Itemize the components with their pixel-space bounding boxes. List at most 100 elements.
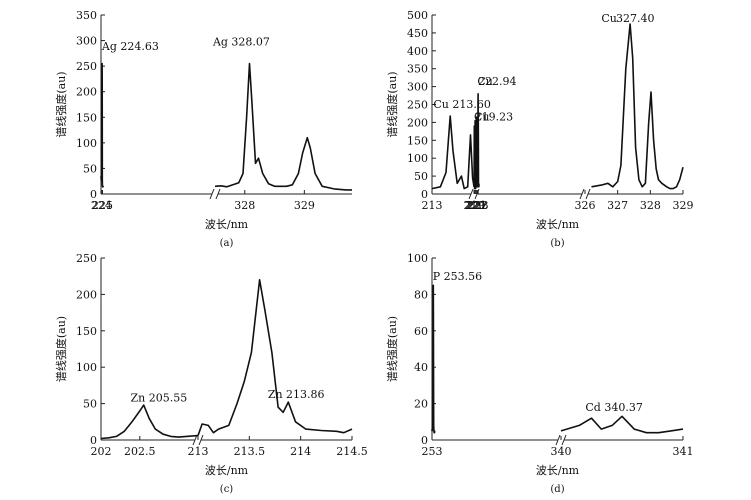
y-tick-label: 500 [407, 9, 428, 22]
y-tick-label: 50 [83, 162, 97, 175]
y-tick-label: 40 [414, 361, 428, 374]
panel-label: (d) [550, 484, 564, 495]
y-tick-label: 20 [414, 398, 428, 411]
spectrum-line-2 [473, 93, 480, 190]
x-tick-label: 221 [466, 199, 487, 212]
y-tick-label: 250 [76, 60, 97, 73]
y-tick-label: 150 [76, 111, 97, 124]
y-tick-label: 200 [76, 86, 97, 99]
y-tick-label: 350 [407, 63, 428, 76]
y-tick-label: 100 [407, 152, 428, 165]
y-axis-label: 谱线强度(au) [54, 316, 68, 382]
y-tick-label: 100 [407, 252, 428, 265]
x-tick-label: 225 [92, 199, 113, 212]
axis-break-mark [579, 188, 585, 200]
x-tick-label: 213 [422, 199, 443, 212]
y-tick-label: 150 [407, 134, 428, 147]
chart-panel-3: 0 50 100 150 200 250 202 202.5 213 213.5 214 214.5 Z… [54, 252, 368, 495]
peak-label: Cd 340.37 [585, 401, 642, 414]
y-tick-label: 150 [76, 325, 97, 338]
peak-label: 327.40 [616, 12, 655, 25]
axis-break-mark [192, 434, 198, 446]
axis-break-mark [585, 188, 591, 200]
spectrum-line-1 [431, 284, 436, 434]
y-tick-label: 0 [421, 188, 428, 201]
chart-panel-4: 0 20 40 60 80 100 253 340 341 P 253.56 Cd 340.37 波长… [385, 252, 694, 495]
peak-label: Cu [477, 75, 493, 88]
x-axis-label: 波长/nm [205, 464, 249, 477]
spectrum-line-2 [214, 62, 352, 191]
x-tick-label: 219 [464, 199, 485, 212]
y-tick-label: 200 [76, 288, 97, 301]
x-tick-label: 329 [673, 199, 694, 212]
y-tick-label: 450 [407, 27, 428, 40]
x-tick-label: 327 [607, 199, 628, 212]
axis-break-mark [198, 434, 204, 446]
x-tick-label: 202.5 [124, 445, 156, 458]
y-tick-label: 100 [76, 361, 97, 374]
spectrum-line-1 [100, 404, 199, 440]
y-axis-label: 谱线强度(au) [385, 316, 399, 382]
axis-break-mark [209, 188, 215, 200]
y-tick-label: 350 [76, 9, 97, 22]
x-tick-label: 328 [640, 199, 661, 212]
panel-label: (a) [220, 238, 234, 249]
y-tick-label: 400 [407, 45, 428, 58]
peak-label: 219.23 [475, 111, 514, 124]
spectrum-line-3 [591, 23, 684, 190]
x-axis-label: 波长/nm [205, 218, 249, 231]
x-tick-label: 223 [468, 199, 489, 212]
panel-label: (c) [220, 484, 234, 495]
x-tick-label: 340 [551, 445, 572, 458]
x-tick-label: 214 [290, 445, 311, 458]
y-tick-label: 100 [76, 137, 97, 150]
y-tick-label: 300 [407, 81, 428, 94]
x-tick-label: 329 [294, 199, 315, 212]
spectrum-line-1 [431, 115, 475, 190]
peak-label: Cu [474, 111, 490, 124]
x-tick-label: 202 [91, 445, 112, 458]
axis-break-mark [468, 188, 474, 200]
spectrum-line-2 [197, 279, 353, 436]
peak-label: Ag 224.63 [101, 40, 159, 53]
panel-label: (b) [550, 238, 564, 249]
x-tick-label: 213 [188, 445, 209, 458]
x-tick-label: 328 [234, 199, 255, 212]
x-tick-label: 214.5 [336, 445, 368, 458]
x-tick-label: 220 [465, 199, 486, 212]
peak-label: Ag 328.07 [212, 36, 270, 49]
y-tick-label: 250 [407, 99, 428, 112]
y-tick-label: 250 [76, 252, 97, 265]
x-tick-label: 253 [422, 445, 443, 458]
y-tick-label: 0 [90, 434, 97, 447]
x-axis-label: 波长/nm [536, 464, 580, 477]
y-tick-label: 80 [414, 288, 428, 301]
y-tick-label: 300 [76, 35, 97, 48]
peak-label: Zn 205.55 [130, 391, 187, 404]
peak-label: P 253.56 [433, 270, 482, 283]
x-tick-label: 341 [673, 445, 694, 458]
y-tick-label: 50 [414, 170, 428, 183]
spectrum-line-2 [560, 415, 684, 434]
axis-break-mark [215, 188, 221, 200]
x-tick-label: 213.5 [234, 445, 266, 458]
peak-label: Cu 213.60 [433, 98, 491, 111]
y-axis-label: 谱线强度(au) [54, 71, 68, 137]
axis-break-gap [212, 189, 218, 199]
spectrum-line-1 [100, 62, 104, 188]
y-tick-label: 200 [407, 116, 428, 129]
x-tick-label: 222 [467, 199, 488, 212]
y-tick-label: 0 [421, 434, 428, 447]
axis-break-mark [555, 434, 561, 446]
axis-break-mark [561, 434, 567, 446]
peak-label: 222.94 [478, 75, 516, 88]
x-tick-label: 326 [575, 199, 596, 212]
peak-label: Cu [601, 12, 617, 25]
y-tick-label: 60 [414, 325, 428, 338]
x-axis-label: 波长/nm [536, 218, 580, 231]
y-tick-label: 0 [90, 188, 97, 201]
y-axis-label: 谱线强度(au) [385, 71, 399, 137]
